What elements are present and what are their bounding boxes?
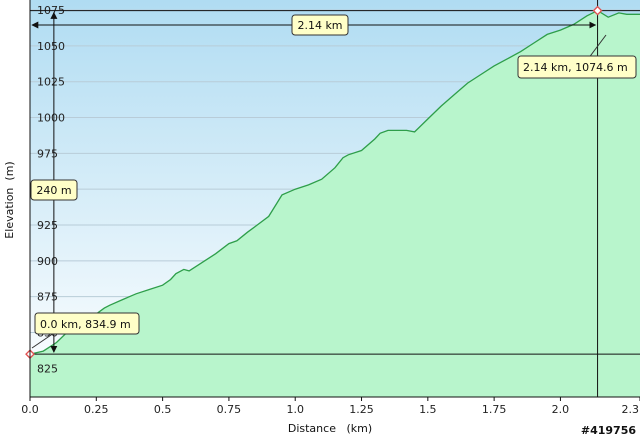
x-tick-label: 0.75	[217, 403, 242, 416]
y-axis-title: Elevation (m)	[3, 161, 16, 238]
span-distance-callout: 2.14 km	[291, 14, 349, 36]
x-tick-label: 1.75	[482, 403, 507, 416]
span-elevation-callout: 240 m	[30, 179, 78, 201]
start-callout-leader	[31, 332, 55, 349]
start-point-callout: 0.0 km, 834.9 m	[31, 312, 140, 349]
end-point-marker	[592, 5, 603, 16]
x-tick-label: 1.0	[286, 403, 304, 416]
elevation-line	[29, 9, 640, 355]
x-tick-label: 1.5	[419, 403, 437, 416]
end-point-callout: 2.14 km, 1074.6 m	[517, 34, 637, 79]
y-tick-label: 975	[37, 147, 58, 160]
y-tick-label: 900	[37, 255, 58, 268]
y-tick-label: 925	[37, 219, 58, 232]
watermark: #419756	[581, 424, 636, 437]
x-tick-label: 0.5	[154, 403, 172, 416]
y-tick-label: 1050	[37, 40, 65, 53]
y-tick-label: 1025	[37, 76, 65, 89]
x-axis-title: Distance (km)	[288, 422, 372, 435]
span-distance-label: 2.14 km	[297, 19, 342, 32]
y-tick-label: 875	[37, 291, 58, 304]
x-tick-labels: 0.0 0.25 0.5 0.75 1.0 1.25 1.5 1.75 2.0 2.3	[21, 397, 640, 416]
x-tick-label: 0.0	[21, 403, 39, 416]
span-distance-box	[291, 14, 349, 36]
y-tick-label: 1000	[37, 112, 65, 125]
span-elevation-label: 240 m	[36, 184, 71, 197]
elevation-area	[30, 10, 640, 397]
span-elevation-box	[30, 179, 78, 201]
x-tick-label: 1.25	[349, 403, 374, 416]
start-point-box	[34, 312, 140, 335]
end-point-box	[517, 55, 637, 79]
x-tick-label: 2.3	[622, 403, 640, 416]
point-markers	[25, 5, 603, 360]
y-tick-label: 825	[37, 362, 58, 375]
x-tick-label: 2.0	[552, 403, 570, 416]
start-point-label: 0.0 km, 834.9 m	[40, 318, 131, 331]
end-callout-leader	[587, 34, 607, 60]
end-point-label: 2.14 km, 1074.6 m	[523, 61, 628, 74]
x-tick-label: 0.25	[84, 403, 109, 416]
